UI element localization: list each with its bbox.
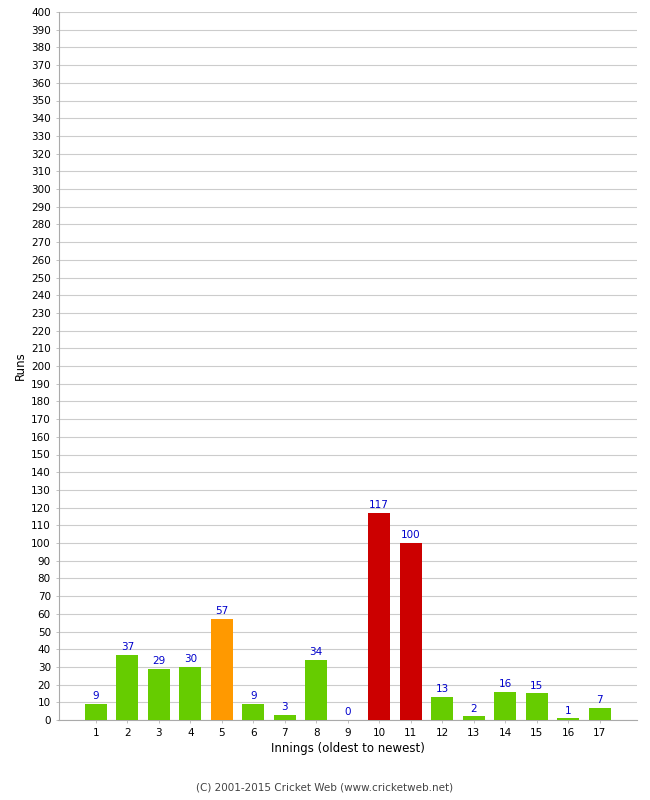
Text: 34: 34 bbox=[309, 647, 323, 657]
Bar bbox=[494, 692, 516, 720]
Bar bbox=[526, 694, 548, 720]
Bar bbox=[557, 718, 579, 720]
Text: 100: 100 bbox=[401, 530, 421, 540]
Bar bbox=[589, 708, 611, 720]
Text: 0: 0 bbox=[344, 707, 351, 718]
Text: 29: 29 bbox=[152, 656, 166, 666]
Text: 1: 1 bbox=[565, 706, 571, 715]
Text: 117: 117 bbox=[369, 500, 389, 510]
Bar bbox=[148, 669, 170, 720]
Text: 9: 9 bbox=[92, 691, 99, 702]
X-axis label: Innings (oldest to newest): Innings (oldest to newest) bbox=[271, 742, 424, 755]
Bar bbox=[368, 513, 390, 720]
Bar bbox=[463, 717, 485, 720]
Text: (C) 2001-2015 Cricket Web (www.cricketweb.net): (C) 2001-2015 Cricket Web (www.cricketwe… bbox=[196, 782, 454, 792]
Text: 16: 16 bbox=[499, 679, 512, 689]
Bar bbox=[242, 704, 265, 720]
Bar bbox=[211, 619, 233, 720]
Bar bbox=[84, 704, 107, 720]
Bar bbox=[306, 660, 328, 720]
Bar bbox=[179, 667, 202, 720]
Bar bbox=[400, 543, 422, 720]
Text: 7: 7 bbox=[596, 695, 603, 705]
Text: 3: 3 bbox=[281, 702, 288, 712]
Bar bbox=[116, 654, 138, 720]
Text: 13: 13 bbox=[436, 684, 449, 694]
Text: 37: 37 bbox=[121, 642, 134, 652]
Text: 30: 30 bbox=[184, 654, 197, 664]
Text: 57: 57 bbox=[215, 606, 228, 617]
Y-axis label: Runs: Runs bbox=[14, 352, 27, 380]
Bar bbox=[431, 697, 453, 720]
Text: 9: 9 bbox=[250, 691, 257, 702]
Bar bbox=[274, 714, 296, 720]
Text: 15: 15 bbox=[530, 681, 543, 690]
Text: 2: 2 bbox=[471, 704, 477, 714]
